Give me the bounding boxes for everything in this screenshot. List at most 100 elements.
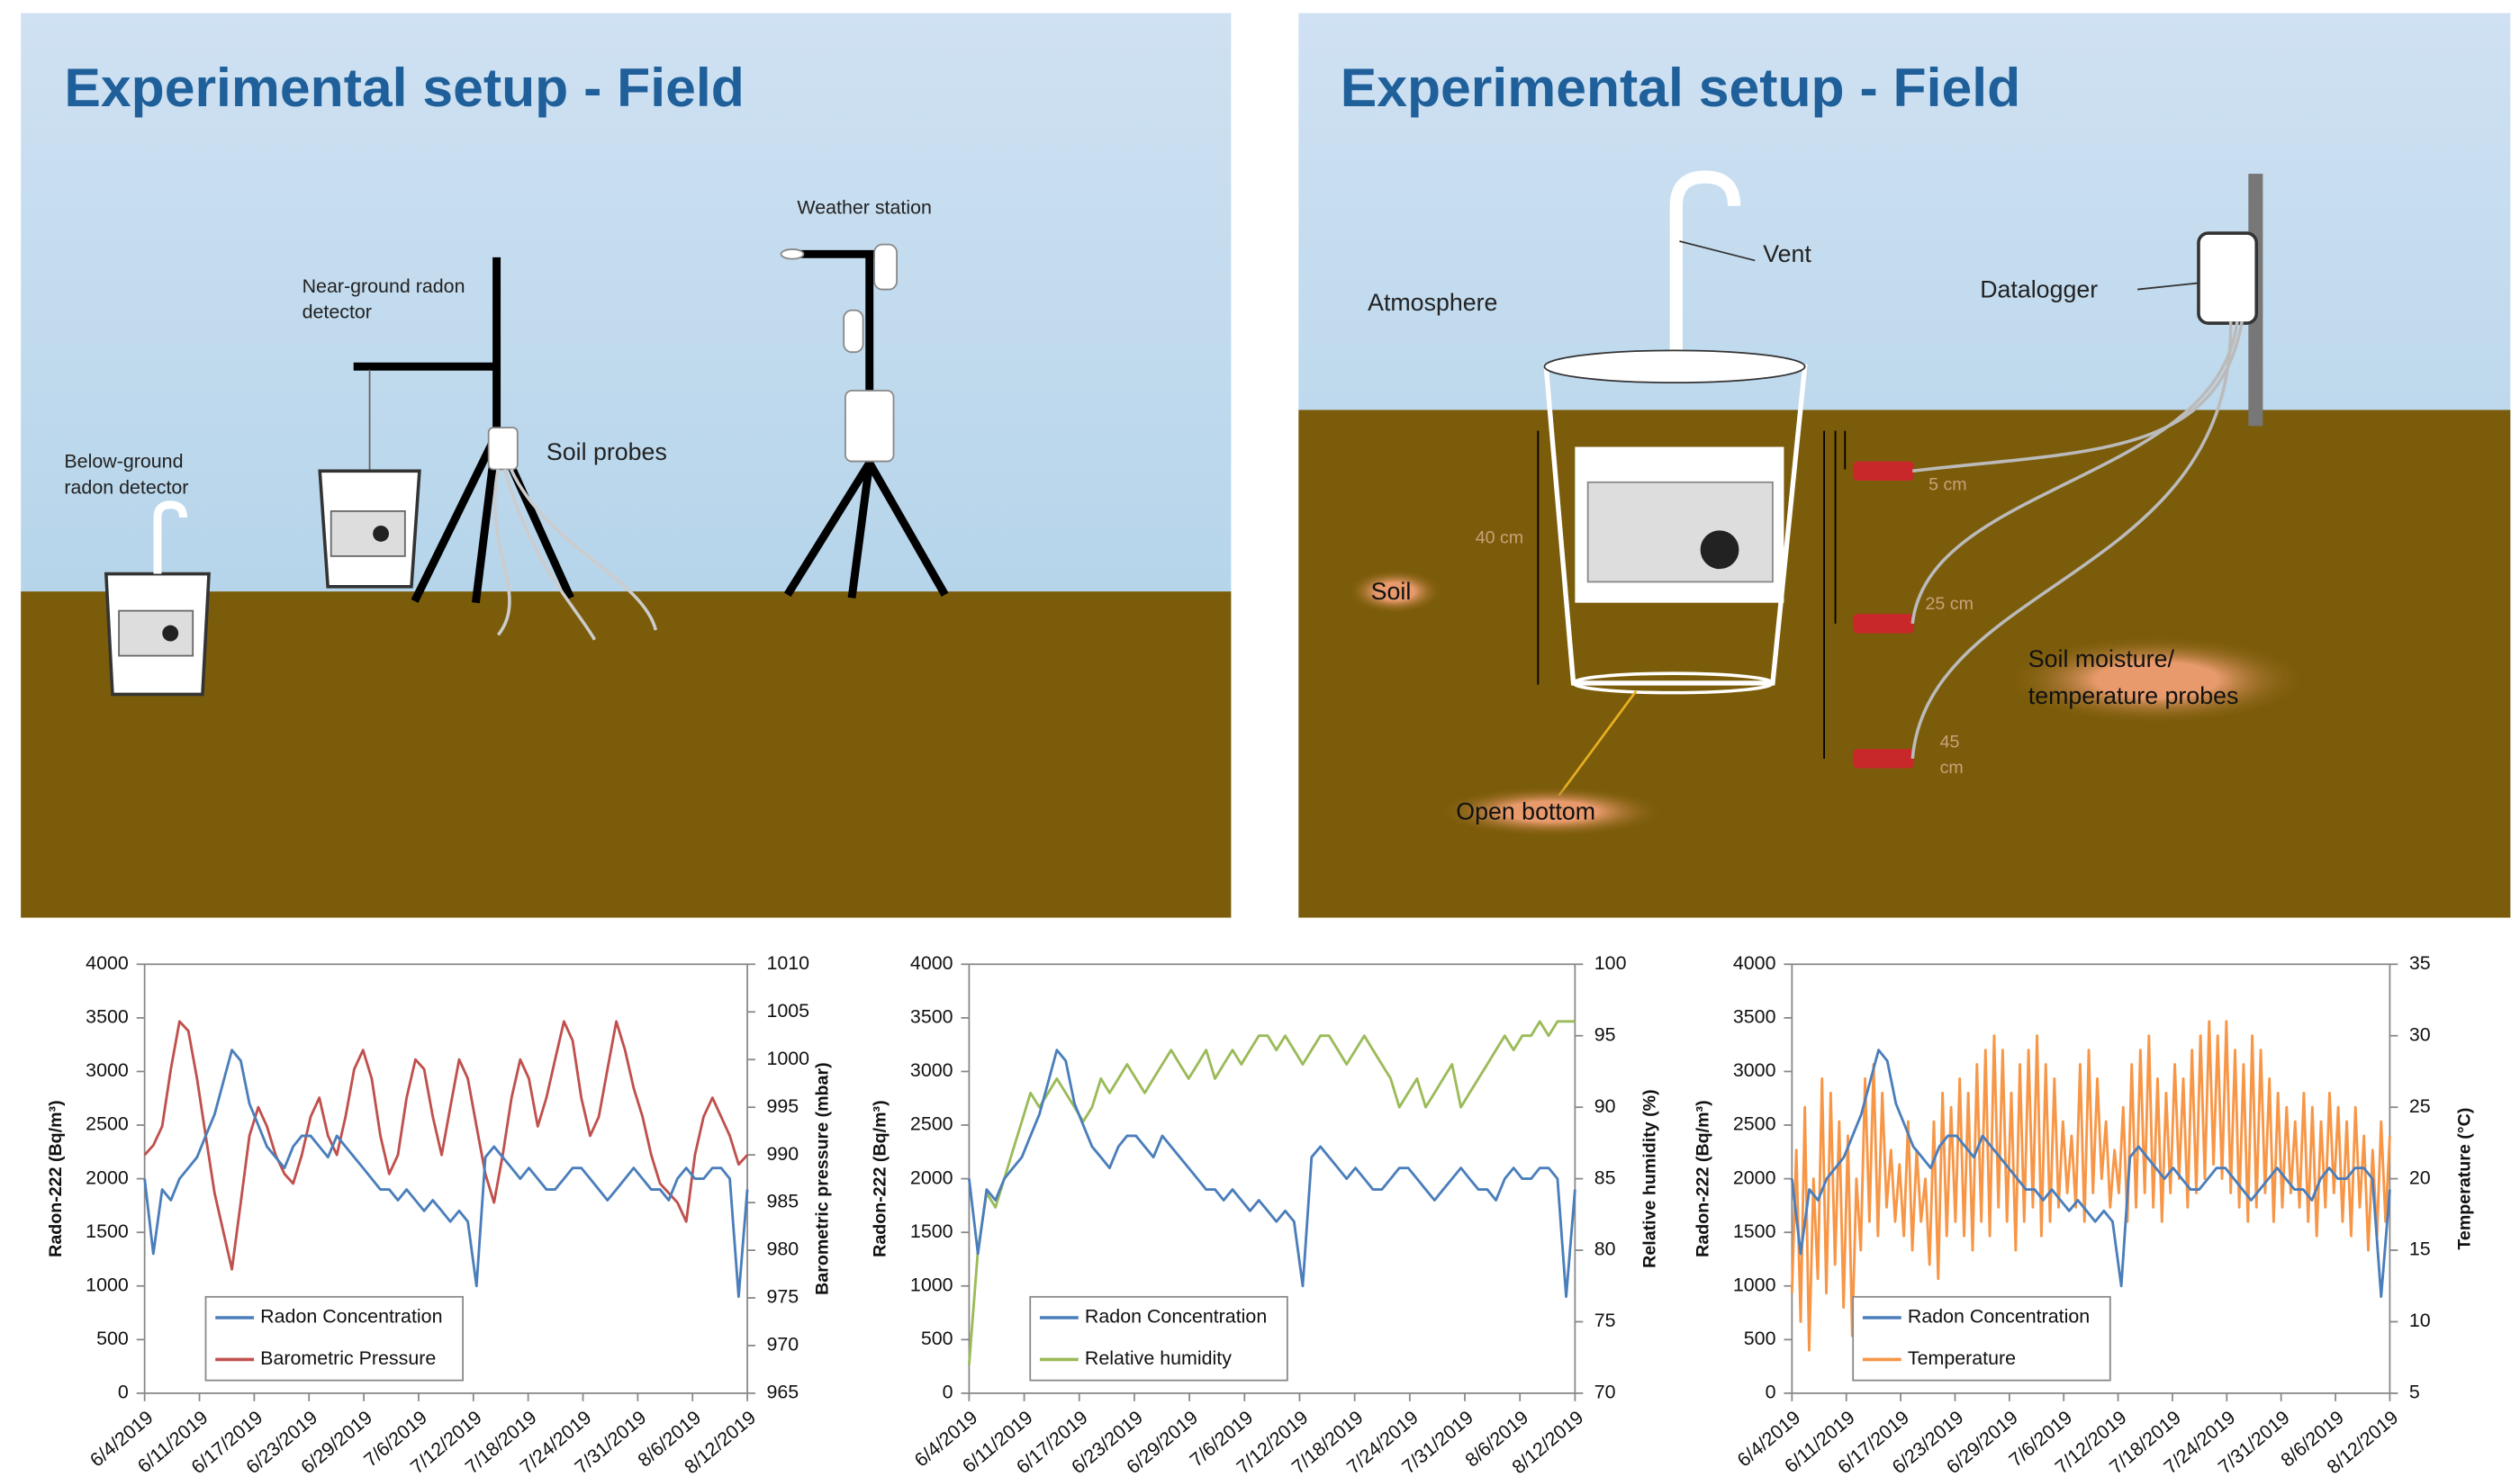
chart: 0500100015002000250030003500400070758085… [871,952,1660,1477]
chart: 0 500 1000 1500 2000 2500 3000 3500 4000 5 10 15 20 2… [1694,952,2475,1477]
label: Near-ground radon [303,275,465,297]
y2-tick-label: 95 [1594,1023,1616,1045]
y-axis-label: Radon-222 (Bq/m³) [46,1100,66,1256]
panel-title: Experimental setup - Field [1341,57,2020,118]
label: temperature probes [2028,682,2239,709]
label: radon detector [64,476,188,498]
lid [1544,350,1804,383]
label: Soil moisture/ [2028,645,2175,672]
y2-tick-label: 10 [2409,1310,2431,1331]
y-tick-label: 3000 [1733,1059,1776,1081]
page: {"panels": [ {"title": "Experimental set… [0,0,2520,1477]
y-tick-label: 1000 [1733,1274,1776,1295]
y-tick-label: 0 [118,1382,129,1403]
detector [119,611,193,656]
y2-tick-label: 90 [1594,1095,1616,1117]
y-tick-label: 1500 [86,1220,129,1242]
y-tick-label: 3500 [910,1006,953,1028]
label: 45 [1940,732,1960,752]
panel-title: Experimental setup - Field [64,57,744,118]
detector-port [373,526,389,542]
legend-label: Barometric Pressure [260,1347,436,1369]
y2-tick-label: 995 [766,1095,799,1117]
y2-tick-label: 20 [2409,1166,2431,1188]
y2-axis-label: Barometric pressure (mbar) [812,1062,832,1294]
label: Vent [1763,240,1811,267]
y-tick-label: 4000 [910,952,953,974]
left-panel: Experimental setup - Field Weather stati… [21,14,1231,918]
y-axis-label: Radon-222 (Bq/m³) [1694,1100,1713,1256]
datalogger [2199,233,2256,323]
y-tick-label: 0 [943,1382,953,1403]
label: 5 cm [1928,475,1967,495]
label: Open bottom [1456,798,1595,825]
sensor [781,249,804,259]
y2-tick-label: 965 [766,1382,799,1403]
y-tick-label: 2500 [910,1113,953,1135]
y2-tick-label: 25 [2409,1095,2431,1117]
y-tick-label: 3000 [86,1059,129,1081]
label: detector [303,302,372,323]
legend-label: Relative humidity [1085,1347,1232,1369]
detector [1588,482,1773,582]
label: Atmosphere [1368,289,1497,316]
legend-label: Temperature [1908,1347,2016,1369]
y2-tick-label: 35 [2409,952,2431,974]
y2-tick-label: 70 [1594,1382,1616,1403]
y-tick-label: 2000 [1733,1166,1776,1188]
y-tick-label: 4000 [86,952,129,974]
y-tick-label: 1500 [1733,1220,1776,1242]
y2-tick-label: 100 [1594,952,1627,974]
y-tick-label: 2500 [86,1113,129,1135]
label: Weather station [797,197,932,219]
y-tick-label: 500 [921,1328,953,1349]
y2-tick-label: 990 [766,1143,799,1165]
legend-label: Radon Concentration [1908,1306,2090,1328]
y-tick-label: 0 [1766,1382,1776,1403]
y-tick-label: 500 [96,1328,129,1349]
y-tick-label: 3000 [910,1059,953,1081]
detector [331,511,405,556]
y-tick-label: 3500 [86,1006,129,1028]
legend-label: Radon Concentration [260,1306,442,1328]
right-panel: Experimental setup - Field Vent Atm [1298,14,2510,918]
y2-tick-label: 30 [2409,1023,2431,1045]
label: Soil probes [546,438,667,465]
probe-box [489,428,518,469]
y2-tick-label: 980 [766,1238,799,1260]
label: 25 cm [1926,594,1974,614]
y-tick-label: 1000 [86,1274,129,1295]
y2-tick-label: 5 [2409,1382,2420,1403]
label: Below-ground [64,451,183,473]
label: cm [1940,758,1964,778]
legend-label: Radon Concentration [1085,1306,1267,1328]
label: Datalogger [1980,275,2098,302]
y2-tick-label: 970 [766,1334,799,1355]
chart: 0500100015002000250030003500400096597097… [46,952,832,1477]
ground [1298,410,2510,917]
figure: Experimental setup - Field Weather stati… [0,0,2520,1477]
y2-tick-label: 985 [766,1191,799,1212]
y-tick-label: 500 [1744,1328,1776,1349]
y2-tick-label: 15 [2409,1238,2431,1260]
label: Soil [1371,578,1412,605]
y-tick-label: 2500 [1733,1113,1776,1135]
y2-tick-label: 1010 [766,952,809,974]
y2-tick-label: 975 [766,1286,799,1308]
y2-axis-label: Temperature (°C) [2455,1108,2475,1250]
detector-port [162,626,178,642]
y-axis-label: Radon-222 (Bq/m³) [871,1100,890,1256]
y-tick-label: 4000 [1733,952,1776,974]
sensor [844,311,863,352]
y2-tick-label: 75 [1594,1310,1616,1331]
y-tick-label: 1000 [910,1274,953,1295]
detector-port [1701,530,1739,569]
y2-tick-label: 85 [1594,1166,1616,1188]
y2-tick-label: 80 [1594,1238,1616,1260]
y2-tick-label: 1005 [766,1000,809,1022]
y2-axis-label: Relative humidity (%) [1640,1089,1660,1267]
y-tick-label: 3500 [1733,1006,1776,1028]
y-tick-label: 1500 [910,1220,953,1242]
label: 40 cm [1476,528,1523,548]
y2-tick-label: 1000 [766,1048,809,1069]
